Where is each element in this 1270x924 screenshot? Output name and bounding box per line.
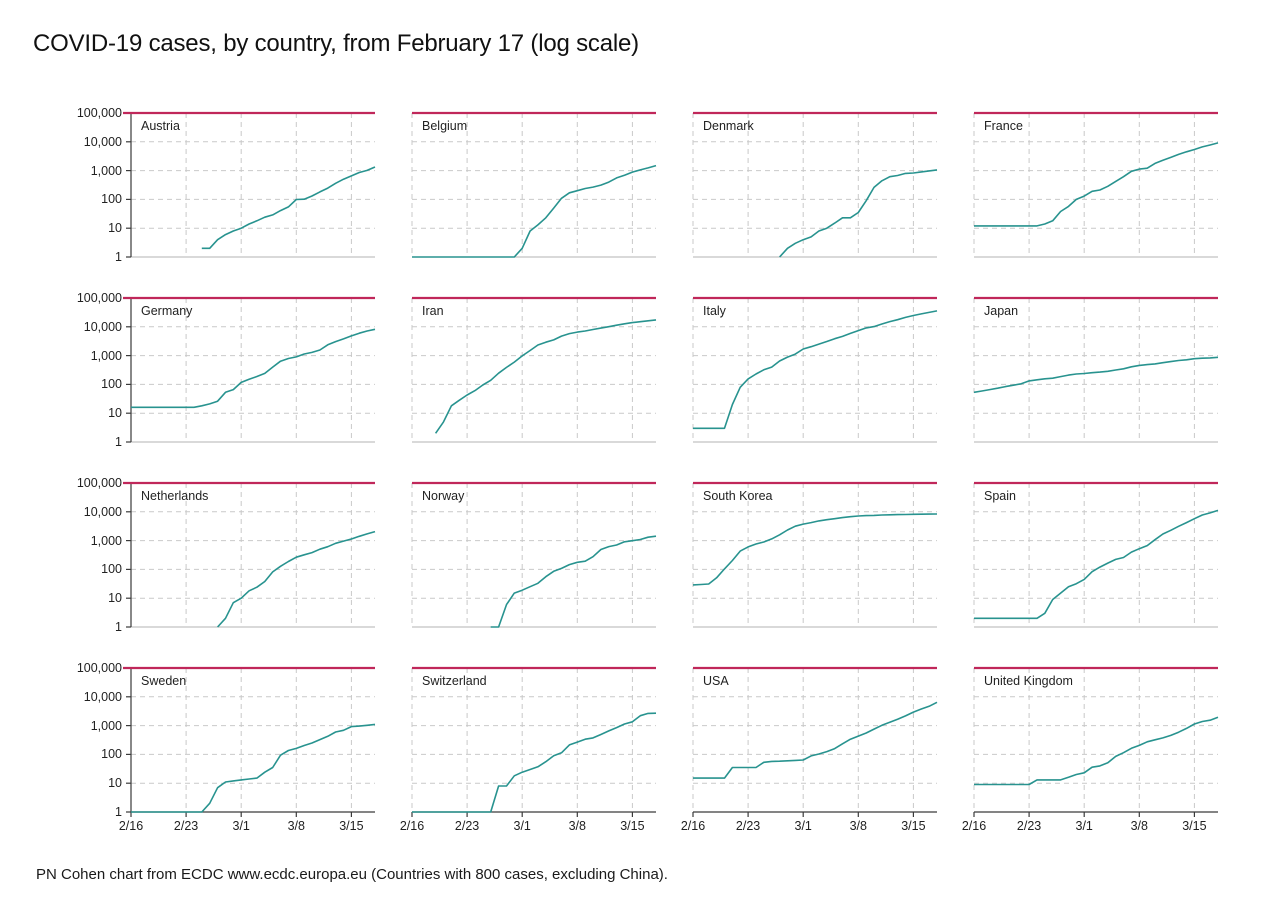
y-tick-label: 1,000: [90, 163, 122, 178]
country-label-denmark: Denmark: [703, 119, 754, 133]
y-tick-label: 10: [108, 776, 122, 791]
y-tick-label: 1: [115, 805, 122, 819]
panel-chart-norway: [411, 481, 657, 628]
y-tick-label: 100,000: [76, 106, 122, 120]
panel-austria: Austria 1 10 100 1,000 10,000 100,000: [77, 106, 376, 264]
panel-switzerland: Switzerland 2/16 2/23 3/1 3/8 3/15: [400, 666, 657, 833]
y-tick-label: 10: [108, 591, 122, 606]
page-title: COVID-19 cases, by country, from Februar…: [33, 30, 639, 57]
panel-chart-united-kingdom: [973, 666, 1219, 817]
x-tick-label: 3/15: [901, 819, 926, 833]
country-label-norway: Norway: [422, 489, 465, 503]
x-tick-label: 3/15: [339, 819, 364, 833]
panel-belgium: Belgium: [411, 111, 657, 258]
y-tick-label: 1: [115, 250, 122, 264]
panel-chart-austria: [123, 111, 376, 258]
panel-chart-denmark: [692, 111, 938, 258]
panel-chart-belgium: [411, 111, 657, 258]
panel-chart-italy: [692, 296, 938, 443]
panel-japan: Japan: [973, 296, 1219, 443]
x-tick-label: 2/23: [1016, 819, 1042, 833]
x-tick-label: 3/15: [620, 819, 645, 833]
panel-chart-netherlands: [123, 481, 376, 628]
y-tick-label: 1: [115, 435, 122, 449]
x-tick-label: 2/16: [118, 819, 144, 833]
x-tick-label: 3/8: [1130, 819, 1148, 833]
panel-south-korea: South Korea: [692, 481, 938, 628]
country-label-japan: Japan: [984, 304, 1019, 318]
panel-netherlands: Netherlands 1 10 100 1,000 10,000 100,000: [77, 476, 376, 634]
x-tick-label: 2/16: [680, 819, 706, 833]
panel-denmark: Denmark: [692, 111, 938, 258]
x-tick-label: 2/16: [399, 819, 425, 833]
panel-chart-france: [973, 111, 1219, 258]
y-tick-label: 100: [101, 747, 122, 762]
panel-chart-sweden: [123, 666, 376, 817]
y-tick-label: 10,000: [83, 134, 122, 149]
country-label-austria: Austria: [141, 119, 180, 133]
y-tick-label: 1,000: [90, 533, 122, 548]
x-tick-label: 3/15: [1182, 819, 1207, 833]
country-label-france: France: [984, 119, 1023, 133]
panel-chart-spain: [973, 481, 1219, 628]
country-label-united-kingdom: United Kingdom: [984, 674, 1073, 688]
panel-chart-japan: [973, 296, 1219, 443]
panel-usa: USA 2/16 2/23 3/1 3/8 3/15: [681, 666, 938, 833]
panel-spain: Spain: [973, 481, 1219, 628]
panel-italy: Italy: [692, 296, 938, 443]
y-tick-label: 1: [115, 620, 122, 634]
y-tick-label: 100: [101, 377, 122, 392]
y-tick-label: 100: [101, 562, 122, 577]
country-label-germany: Germany: [141, 304, 193, 318]
y-tick-label: 10,000: [83, 689, 122, 704]
x-tick-label: 3/8: [568, 819, 586, 833]
country-label-south-korea: South Korea: [703, 489, 773, 503]
y-tick-label: 100,000: [76, 661, 122, 675]
y-tick-label: 1,000: [90, 718, 122, 733]
x-tick-label: 2/23: [454, 819, 480, 833]
country-label-italy: Italy: [703, 304, 726, 318]
panel-chart-south-korea: [692, 481, 938, 628]
x-tick-label: 2/23: [173, 819, 199, 833]
y-tick-label: 10,000: [83, 504, 122, 519]
x-tick-label: 3/8: [849, 819, 867, 833]
panel-germany: Germany 1 10 100 1,000 10,000 100,000: [77, 291, 376, 449]
y-tick-label: 1,000: [90, 348, 122, 363]
y-tick-label: 100,000: [76, 291, 122, 305]
x-tick-label: 3/1: [1075, 819, 1093, 833]
country-label-netherlands: Netherlands: [141, 489, 209, 503]
y-tick-label: 10,000: [83, 319, 122, 334]
panel-norway: Norway: [411, 481, 657, 628]
country-label-belgium: Belgium: [422, 119, 468, 133]
y-tick-label: 100,000: [76, 476, 122, 490]
x-tick-label: 3/8: [287, 819, 305, 833]
y-tick-label: 10: [108, 221, 122, 236]
country-label-switzerland: Switzerland: [422, 674, 487, 688]
country-label-spain: Spain: [984, 489, 1016, 503]
panel-chart-germany: [123, 296, 376, 443]
x-tick-label: 3/1: [794, 819, 812, 833]
country-label-sweden: Sweden: [141, 674, 187, 688]
country-label-usa: USA: [703, 674, 729, 688]
country-label-iran: Iran: [422, 304, 444, 318]
panel-france: France: [973, 111, 1219, 258]
panel-chart-usa: [692, 666, 938, 817]
x-tick-label: 3/1: [232, 819, 250, 833]
panel-sweden: Sweden 1 10 100 1,000 10,000 100,000 2/16 2/23 3/…: [77, 661, 376, 833]
source-note: PN Cohen chart from ECDC www.ecdc.europa…: [36, 866, 668, 883]
panel-united-kingdom: United Kingdom 2/16 2/23 3/1 3/8 3/15: [962, 666, 1219, 833]
panel-chart-switzerland: [411, 666, 657, 817]
x-tick-label: 3/1: [513, 819, 531, 833]
panel-iran: Iran: [411, 296, 657, 443]
x-tick-label: 2/16: [961, 819, 987, 833]
small-multiples-grid: Austria 1 10 100 1,000 10,000 100,000 Belgium De…: [77, 106, 1219, 833]
y-tick-label: 100: [101, 192, 122, 207]
panel-chart-iran: [411, 296, 657, 443]
y-tick-label: 10: [108, 406, 122, 421]
x-tick-label: 2/23: [735, 819, 761, 833]
